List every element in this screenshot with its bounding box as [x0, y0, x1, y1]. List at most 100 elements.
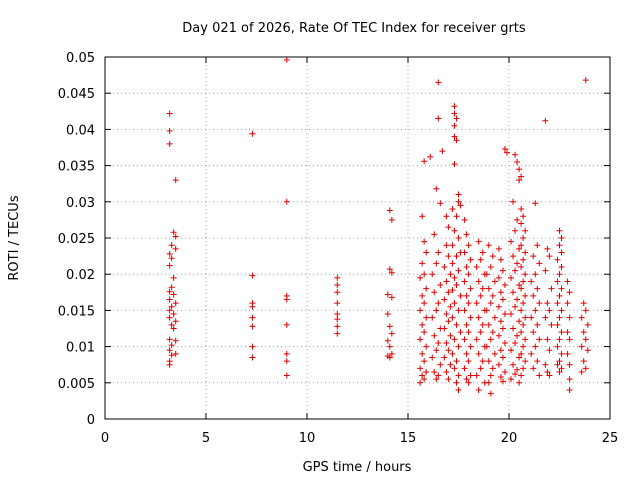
data-point — [455, 235, 462, 241]
data-point — [510, 253, 517, 260]
data-point — [499, 296, 506, 303]
data-point — [485, 321, 492, 328]
data-point — [475, 350, 482, 357]
data-point — [510, 289, 517, 296]
data-point — [445, 318, 452, 325]
data-point — [447, 303, 454, 310]
data-point — [520, 365, 527, 372]
data-point — [168, 342, 175, 349]
data-point — [495, 274, 502, 281]
data-point — [166, 250, 173, 257]
data-point — [489, 253, 496, 260]
data-point — [465, 358, 472, 365]
data-point — [435, 372, 442, 379]
data-point — [461, 365, 468, 372]
data-point — [447, 361, 454, 368]
data-point — [443, 278, 450, 285]
data-point — [556, 271, 563, 278]
data-point — [534, 321, 541, 328]
data-point — [566, 387, 573, 394]
data-point — [546, 253, 553, 260]
x-axis-label: GPS time / hours — [303, 460, 412, 475]
data-point — [435, 339, 442, 346]
data-point — [512, 267, 519, 274]
data-point — [447, 271, 454, 278]
data-point — [417, 307, 424, 314]
data-point — [386, 207, 393, 214]
data-point — [170, 291, 177, 298]
data-point — [558, 285, 565, 292]
data-point — [447, 332, 454, 339]
data-point — [534, 358, 541, 365]
data-point — [582, 365, 589, 372]
data-point — [172, 337, 179, 344]
data-point — [582, 77, 589, 84]
data-point — [516, 379, 523, 386]
data-point — [514, 216, 521, 223]
data-point — [516, 282, 523, 289]
axes: 0 0.005 0.01 0.015 0.02 0.025 0.03 0.035 0.04 0.0… — [58, 51, 618, 446]
data-point — [433, 260, 440, 267]
data-point — [249, 314, 256, 321]
data-point — [584, 347, 591, 354]
data-point — [423, 368, 430, 375]
data-point — [501, 339, 508, 346]
data-point — [475, 314, 482, 321]
data-point — [558, 365, 565, 372]
data-point — [522, 292, 529, 299]
data-point — [485, 358, 492, 365]
data-point — [564, 329, 571, 336]
data-point — [457, 292, 464, 299]
data-points — [166, 56, 591, 397]
data-point — [166, 288, 173, 295]
data-point — [532, 271, 539, 278]
data-point — [536, 336, 543, 343]
data-point — [518, 329, 525, 336]
data-point — [465, 329, 472, 336]
y-tick-label: 0.035 — [58, 160, 95, 175]
data-point — [172, 177, 179, 184]
data-point — [417, 379, 424, 386]
data-point — [433, 185, 440, 192]
data-point — [417, 365, 424, 372]
data-point — [168, 321, 175, 328]
data-point — [520, 278, 527, 285]
data-point — [451, 274, 458, 281]
data-point — [419, 292, 426, 299]
data-point — [556, 314, 563, 321]
data-point — [477, 256, 484, 263]
data-point — [449, 260, 456, 267]
data-point — [534, 242, 541, 249]
data-point — [166, 110, 173, 117]
data-point — [170, 325, 177, 332]
data-point — [249, 323, 256, 330]
data-point — [443, 242, 450, 249]
data-point — [558, 235, 565, 241]
data-point — [334, 330, 341, 337]
data-point — [578, 343, 585, 350]
data-point — [455, 198, 462, 205]
data-point — [512, 303, 519, 310]
data-point — [530, 365, 537, 372]
data-point — [489, 329, 496, 336]
data-point — [554, 361, 561, 368]
data-point — [532, 343, 539, 350]
x-tick-label: 20 — [501, 431, 518, 446]
data-point — [455, 191, 462, 198]
data-point — [435, 249, 442, 256]
data-point — [518, 372, 525, 379]
data-point — [249, 343, 256, 350]
data-point — [495, 245, 502, 252]
data-point — [435, 300, 442, 307]
data-point — [558, 307, 565, 314]
data-point — [433, 376, 440, 383]
data-point — [423, 343, 430, 350]
data-point — [449, 287, 456, 294]
data-point — [465, 271, 472, 278]
data-point — [566, 314, 573, 321]
data-point — [544, 336, 551, 343]
data-point — [558, 329, 565, 336]
data-point — [283, 296, 290, 303]
data-point — [334, 282, 341, 289]
